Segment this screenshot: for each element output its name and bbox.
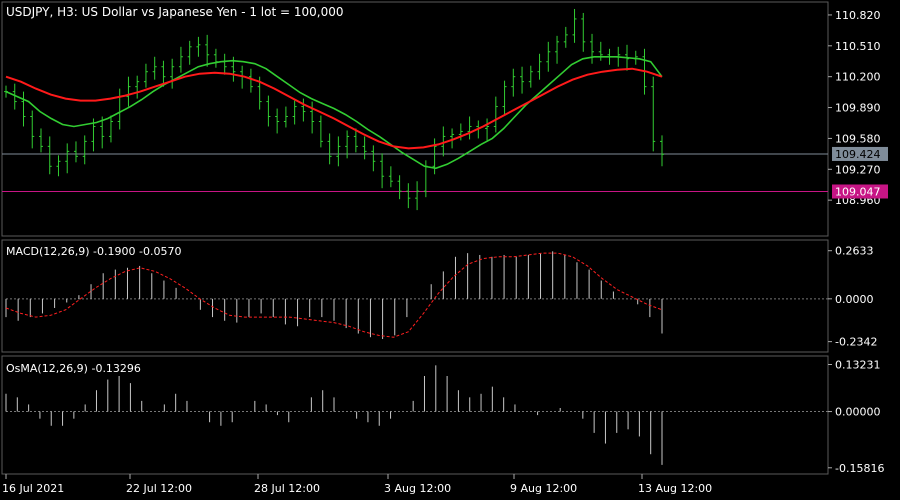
x-tick-label: 9 Aug 12:00 [510, 482, 577, 495]
price-line-badge [832, 146, 888, 161]
y-tick-label: 110.510 [835, 40, 881, 53]
y-tick-label: -0.15816 [835, 462, 884, 475]
price-line-badge [832, 184, 888, 199]
price-line-label: 109.424 [835, 148, 881, 161]
x-tick-label: 16 Jul 2021 [2, 482, 64, 495]
y-tick-label: 109.580 [835, 132, 881, 145]
moving-average-slow [5, 67, 663, 150]
x-tick-label: 3 Aug 12:00 [384, 482, 451, 495]
y-tick-label: 109.890 [835, 102, 881, 115]
y-tick-label: 109.270 [835, 163, 881, 176]
y-tick-label: 110.820 [835, 9, 881, 22]
price-panel[interactable]: 110.820 110.510 110.200 109.890 109.580 109.2… [2, 9, 888, 211]
y-tick-label: 0.0000 [835, 293, 874, 306]
chart-title: USDJPY, H3: US Dollar vs Japanese Yen - … [6, 5, 343, 19]
y-tick-label: 0.2633 [835, 245, 874, 258]
osma-label: OsMA(12,26,9) -0.13296 [6, 362, 141, 375]
x-tick-label: 28 Jul 12:00 [254, 482, 320, 495]
osma-panel[interactable]: 0.13231 0.00000 -0.15816 [5, 359, 884, 475]
macd-label: MACD(12,26,9) -0.1900 -0.0570 [6, 245, 181, 258]
y-tick-label: 0.00000 [835, 406, 881, 419]
y-tick-label: 110.200 [835, 71, 881, 84]
time-axis: 16 Jul 2021 22 Jul 12:00 28 Jul 12:00 3 Aug… [2, 474, 712, 495]
osma-panel-frame [1, 355, 829, 475]
macd-panel[interactable]: 0.2633 0.0000 -0.2342 [5, 245, 877, 349]
x-tick-label: 22 Jul 12:00 [126, 482, 192, 495]
price-line-label: 109.047 [835, 185, 881, 198]
x-tick-label: 13 Aug 12:00 [638, 482, 712, 495]
y-tick-label: 0.13231 [835, 359, 881, 372]
macd-signal-line [5, 252, 663, 338]
main-panel-frame [1, 1, 829, 237]
y-tick-label: -0.2342 [835, 336, 877, 349]
moving-average-fast [5, 55, 663, 170]
macd-panel-frame [1, 239, 829, 353]
